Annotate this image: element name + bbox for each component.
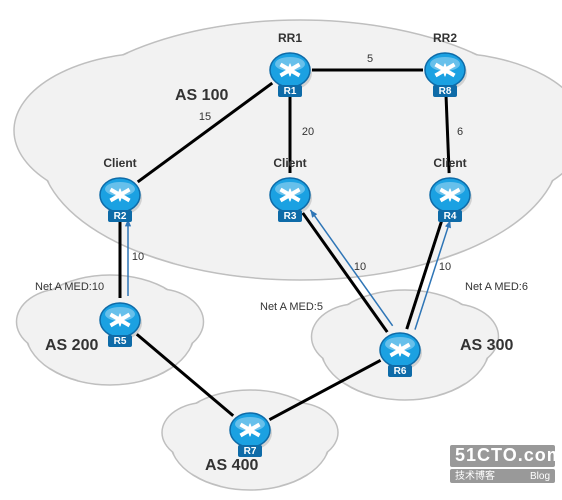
router-id-R5: R5 xyxy=(114,336,127,347)
svg-text:51CTO.com: 51CTO.com xyxy=(455,445,562,465)
router-id-R4: R4 xyxy=(444,211,457,222)
router-id-R8: R8 xyxy=(439,86,452,97)
router-role-R1: RR1 xyxy=(278,31,302,45)
router-id-R7: R7 xyxy=(244,446,257,457)
router-role-R4: Client xyxy=(433,156,466,170)
svg-text:Blog: Blog xyxy=(530,471,550,482)
router-id-R2: R2 xyxy=(114,211,127,222)
router-id-R3: R3 xyxy=(284,211,297,222)
med-label-1: Net A MED:5 xyxy=(260,301,323,313)
med-label-2: Net A MED:6 xyxy=(465,281,528,293)
router-id-R6: R6 xyxy=(394,366,407,377)
router-id-R1: R1 xyxy=(284,86,297,97)
edge-weight-R1-R3: 20 xyxy=(302,126,314,138)
router-role-R2: Client xyxy=(103,156,136,170)
watermark: 51CTO.com 技术博客 Blog xyxy=(450,445,562,483)
edge-weight-R1-R8: 5 xyxy=(367,53,373,65)
as-label-as100: AS 100 xyxy=(175,87,228,104)
edge-weight-R8-R4: 6 xyxy=(457,126,463,138)
edge-weight-R3-R6: 10 xyxy=(354,261,366,273)
as-label-as400: AS 400 xyxy=(205,457,258,474)
edge-weight-R4-R6: 10 xyxy=(439,261,451,273)
svg-text:技术博客: 技术博客 xyxy=(455,469,495,482)
router-role-R8: RR2 xyxy=(433,31,457,45)
as-label-as300: AS 300 xyxy=(460,337,513,354)
edge-weight-R1-R2: 15 xyxy=(199,111,211,123)
router-role-R3: Client xyxy=(273,156,306,170)
as-label-as200: AS 200 xyxy=(45,337,98,354)
edge-weight-R2-R5: 10 xyxy=(132,251,144,263)
med-label-0: Net A MED:10 xyxy=(35,281,104,293)
